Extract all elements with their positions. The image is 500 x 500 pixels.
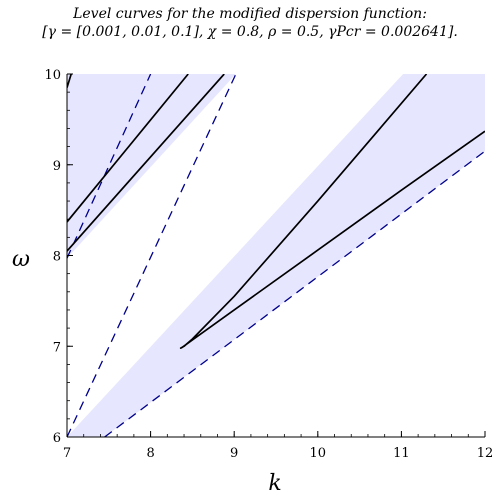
curves	[67, 74, 485, 437]
shaded-regions	[67, 74, 485, 437]
x-axis-label: k	[268, 471, 281, 496]
shaded-region-1	[67, 74, 236, 259]
shaded-region-2	[67, 74, 485, 437]
dashed-boundary-line-2	[67, 74, 237, 437]
level-curve-2	[67, 74, 189, 223]
y-tick-label-7: 7	[53, 340, 61, 355]
level-curve-3	[67, 74, 225, 252]
chart-subtitle: [γ = [0.001, 0.01, 0.1], χ = 0.8, ρ = 0.…	[42, 24, 458, 40]
dashed-boundary-line-3	[104, 150, 485, 437]
x-tick-label-12: 12	[477, 446, 494, 461]
y-tick-label-9: 9	[53, 159, 61, 174]
x-tick-label-7: 7	[63, 446, 71, 461]
x-tick-label-10: 10	[310, 446, 327, 461]
chart-title: Level curves for the modified dispersion…	[73, 6, 427, 22]
x-tick-label-8: 8	[146, 446, 154, 461]
y-tick-label-8: 8	[53, 250, 61, 265]
y-tick-label-6: 6	[53, 431, 61, 446]
y-tick-label-10: 10	[44, 68, 61, 83]
x-tick-label-9: 9	[230, 446, 238, 461]
level-curve-4	[179, 74, 485, 349]
dashed-boundary-line-1	[67, 74, 152, 259]
y-axis-label: ω	[12, 247, 30, 272]
x-tick-label-11: 11	[393, 446, 410, 461]
level-curve-1	[67, 74, 73, 88]
